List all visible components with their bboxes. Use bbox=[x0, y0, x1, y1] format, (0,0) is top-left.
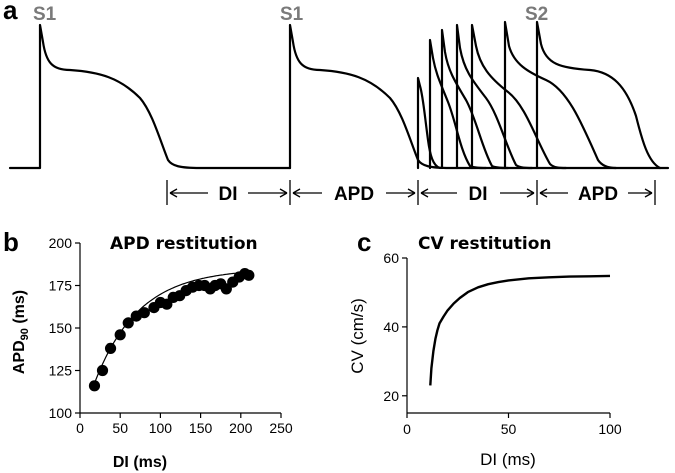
action-potential-trace-s2-3 bbox=[440, 28, 510, 170]
interval-label-di-1: DI bbox=[219, 184, 238, 205]
apd-x-tick-label-0: 0 bbox=[76, 420, 84, 436]
apd-x-tick-label-4: 200 bbox=[229, 420, 253, 436]
interval-markers bbox=[166, 180, 656, 205]
stimulus-label-s2: S2 bbox=[525, 4, 548, 25]
apd-data-point-23 bbox=[243, 269, 255, 281]
panel-a: a S1 S1 S2 bbox=[3, 0, 670, 205]
apd-x-tick-label-2: 100 bbox=[149, 420, 173, 436]
action-potential-trace-s2-6 bbox=[503, 20, 618, 170]
apd-x-axis-label: DI (ms) bbox=[113, 454, 167, 471]
apd-x-tick-label-5: 250 bbox=[269, 420, 293, 436]
cv-x-tick-label-0: 0 bbox=[403, 421, 411, 437]
panel-c: c CV restitution 0 50 100 20 40 60 DI (ms) CV… bbox=[348, 227, 622, 469]
apd-ticks: 0 50 100 150 200 250 100 125 150 175 200 bbox=[49, 235, 293, 436]
apd-data-point-4 bbox=[122, 317, 134, 329]
apd-data-point-0 bbox=[88, 380, 101, 392]
interval-label-di-2: DI bbox=[469, 184, 488, 205]
apd-y-tick-label-0: 100 bbox=[49, 405, 73, 421]
apd-x-tick-label-1: 50 bbox=[112, 420, 128, 436]
apd-y-tick-label-3: 175 bbox=[49, 278, 73, 294]
interval-label-apd-2: APD bbox=[578, 184, 618, 205]
apd-y-tick-label-2: 150 bbox=[49, 320, 73, 336]
cv-restitution-title: CV restitution bbox=[418, 234, 552, 254]
action-potential-trace-s2-4 bbox=[455, 23, 534, 170]
cv-restitution-line bbox=[429, 274, 611, 386]
cv-y-tick-label-0: 20 bbox=[383, 388, 399, 404]
panel-b-label: b bbox=[3, 227, 19, 257]
action-potential-trace-s2-7 bbox=[535, 20, 662, 170]
apd-data-point-1 bbox=[96, 364, 109, 377]
cv-y-tick-label-2: 60 bbox=[383, 250, 399, 266]
apd-data-point-2 bbox=[104, 342, 117, 354]
apd-data-point-3 bbox=[114, 329, 126, 341]
apd-y-tick-label-4: 200 bbox=[49, 235, 73, 251]
interval-label-apd-1: APD bbox=[334, 184, 374, 205]
cv-x-axis-label: DI (ms) bbox=[480, 450, 536, 469]
stimulus-label-s1-first: S1 bbox=[33, 4, 57, 25]
action-potential-trace-s2-5 bbox=[470, 23, 568, 170]
panel-c-label: c bbox=[357, 227, 371, 257]
apd-x-tick-label-3: 150 bbox=[189, 420, 213, 436]
apd-y-tick-label-1: 125 bbox=[49, 363, 73, 379]
apd-restitution-title: APD restitution bbox=[110, 234, 258, 254]
apd-y-axis-label: APD90 (ms) bbox=[11, 290, 31, 374]
cv-x-tick-label-1: 50 bbox=[501, 421, 517, 437]
cv-y-tick-label-1: 40 bbox=[383, 319, 399, 335]
panel-a-label: a bbox=[3, 0, 18, 25]
cv-ticks: 0 50 100 20 40 60 bbox=[383, 250, 621, 437]
panel-b: b APD restitution 0 50 100 150 200 250 100 125 1… bbox=[3, 227, 293, 471]
apd-data-marks bbox=[88, 268, 255, 392]
cv-x-tick-label-2: 100 bbox=[598, 421, 622, 437]
action-potential-trace-s1-first bbox=[8, 23, 292, 170]
cv-data-marks bbox=[429, 274, 611, 386]
cv-y-axis-label: CV (cm/s) bbox=[348, 298, 367, 374]
stimulus-label-s1-second: S1 bbox=[280, 4, 304, 25]
action-potential-trace-s2-1 bbox=[416, 76, 442, 170]
apd-data-point-6 bbox=[138, 307, 150, 319]
action-potential-trace-s1-second bbox=[288, 23, 670, 170]
